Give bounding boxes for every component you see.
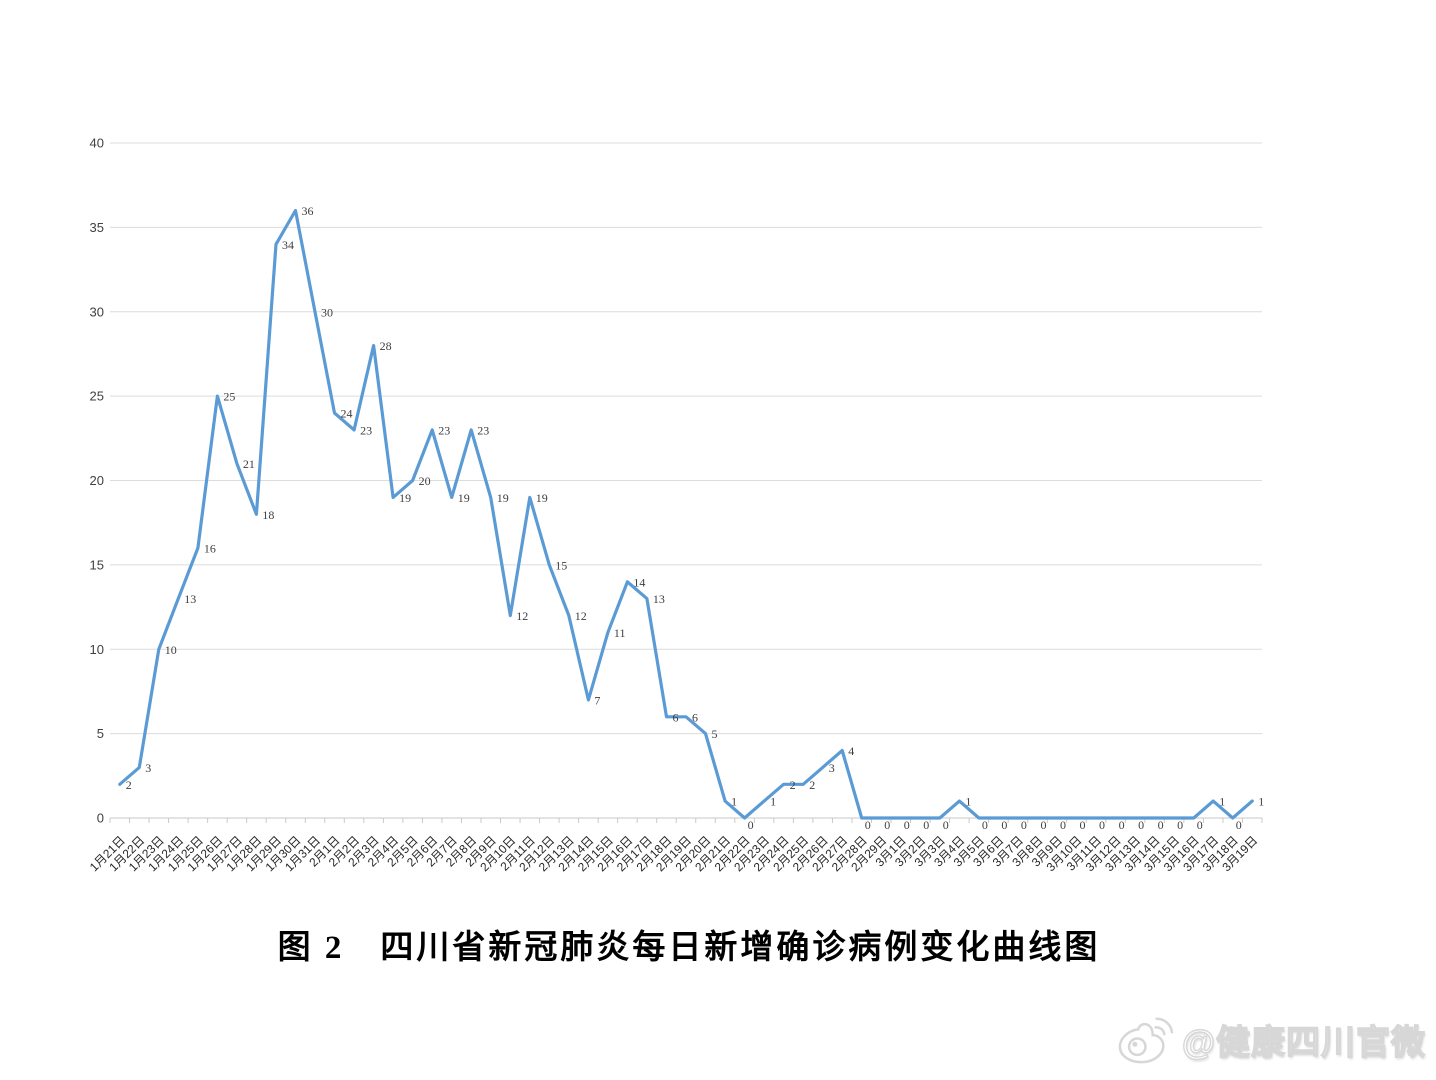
svg-text:10: 10 (90, 642, 104, 657)
svg-text:4: 4 (848, 744, 854, 758)
svg-text:2: 2 (790, 778, 796, 792)
series-line (118, 208, 1254, 820)
svg-text:1: 1 (965, 795, 971, 809)
svg-text:13: 13 (653, 592, 665, 606)
svg-text:0: 0 (884, 818, 890, 832)
svg-text:28: 28 (380, 339, 392, 353)
svg-text:2: 2 (126, 778, 132, 792)
svg-text:20: 20 (419, 474, 431, 488)
svg-text:6: 6 (692, 710, 698, 724)
svg-text:14: 14 (633, 575, 645, 589)
svg-text:0: 0 (1197, 818, 1203, 832)
svg-text:0: 0 (1138, 818, 1144, 832)
svg-text:12: 12 (575, 609, 587, 623)
svg-text:21: 21 (243, 457, 255, 471)
line-chart: 05101520253035401月21日1月22日1月23日1月24日1月25… (87, 136, 1264, 875)
svg-text:0: 0 (1119, 818, 1125, 832)
svg-text:19: 19 (458, 491, 470, 505)
gridlines (110, 142, 1262, 735)
watermark-text: @健康四川官微 (1181, 1023, 1426, 1062)
svg-text:0: 0 (1236, 818, 1242, 832)
svg-text:16: 16 (204, 542, 216, 556)
data-labels: 2310131625211834363024232819202319231912… (126, 204, 1264, 832)
svg-text:0: 0 (1099, 818, 1105, 832)
svg-text:11: 11 (614, 626, 626, 640)
svg-text:1: 1 (731, 795, 737, 809)
x-axis-labels: 1月21日1月22日1月23日1月24日1月25日1月26日1月27日1月28日… (87, 833, 1260, 874)
svg-text:0: 0 (1080, 818, 1086, 832)
svg-text:0: 0 (982, 818, 988, 832)
svg-text:19: 19 (497, 491, 509, 505)
svg-text:30: 30 (90, 304, 104, 319)
svg-text:24: 24 (341, 407, 353, 421)
svg-text:2: 2 (809, 778, 815, 792)
svg-text:1: 1 (770, 795, 776, 809)
svg-text:12: 12 (516, 609, 528, 623)
svg-text:19: 19 (399, 491, 411, 505)
svg-text:0: 0 (1001, 818, 1007, 832)
svg-text:19: 19 (536, 491, 548, 505)
svg-text:1: 1 (1219, 795, 1225, 809)
svg-text:40: 40 (90, 136, 104, 151)
watermark: @健康四川官微 (1116, 1012, 1426, 1066)
svg-text:23: 23 (477, 423, 489, 437)
weibo-icon (1118, 1017, 1174, 1064)
svg-text:15: 15 (90, 557, 104, 572)
svg-text:18: 18 (262, 508, 274, 522)
svg-text:0: 0 (97, 811, 104, 826)
svg-text:35: 35 (90, 220, 104, 235)
svg-text:0: 0 (943, 818, 949, 832)
svg-text:0: 0 (1060, 818, 1066, 832)
svg-text:5: 5 (97, 726, 104, 741)
svg-text:10: 10 (165, 643, 177, 657)
svg-text:34: 34 (282, 238, 294, 252)
svg-text:13: 13 (184, 592, 196, 606)
svg-text:1: 1 (1258, 795, 1264, 809)
svg-text:0: 0 (1158, 818, 1164, 832)
svg-text:30: 30 (321, 305, 333, 319)
svg-text:6: 6 (673, 710, 679, 724)
svg-text:23: 23 (360, 423, 372, 437)
svg-text:20: 20 (90, 473, 104, 488)
svg-text:3: 3 (829, 761, 835, 775)
svg-text:3: 3 (145, 761, 151, 775)
svg-text:36: 36 (302, 204, 314, 218)
svg-text:25: 25 (223, 390, 235, 404)
svg-text:25: 25 (90, 389, 104, 404)
svg-text:5: 5 (712, 727, 718, 741)
svg-text:23: 23 (438, 423, 450, 437)
svg-text:7: 7 (594, 693, 600, 707)
svg-text:0: 0 (923, 818, 929, 832)
figure-caption: 图 2 四川省新冠肺炎每日新增确诊病例变化曲线图 (277, 930, 1101, 966)
svg-text:0: 0 (1041, 818, 1047, 832)
svg-text:15: 15 (555, 558, 567, 572)
svg-text:0: 0 (865, 818, 871, 832)
svg-text:0: 0 (904, 818, 910, 832)
svg-text:0: 0 (1177, 818, 1183, 832)
svg-text:0: 0 (748, 818, 754, 832)
svg-text:0: 0 (1021, 818, 1027, 832)
y-axis-labels: 0 5 10 15 20 25 30 35 40 (90, 136, 104, 826)
